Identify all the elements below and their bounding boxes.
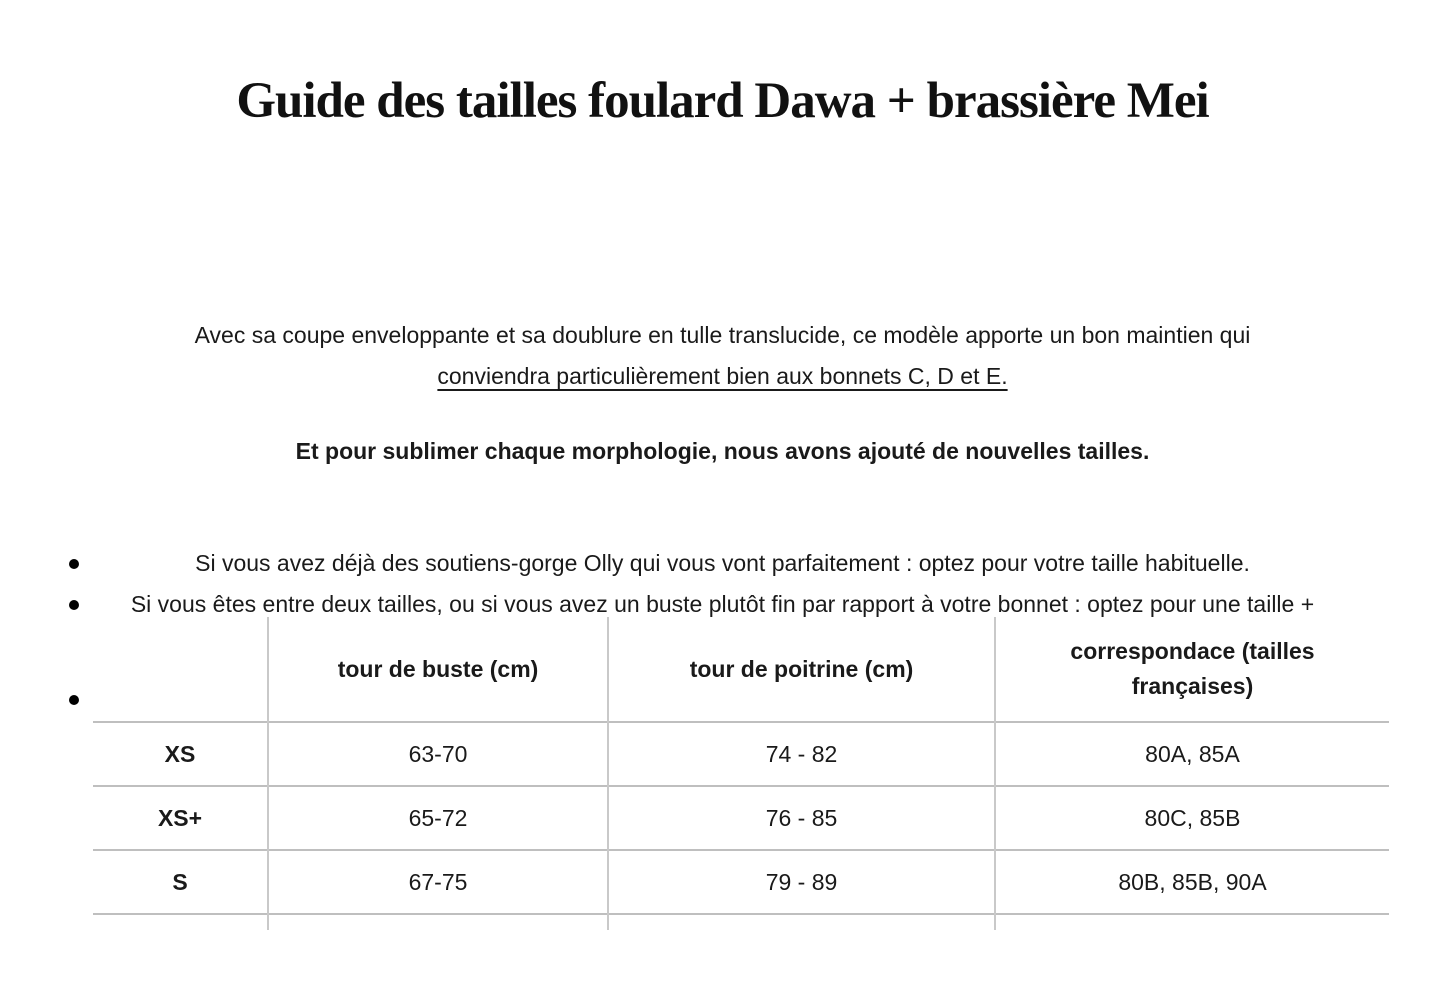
bullet-icon	[69, 600, 79, 610]
poitrine-value: 74 - 82	[607, 722, 995, 786]
correspondance-value: 80B, 85B, 90A	[994, 850, 1389, 914]
header-size	[93, 617, 268, 722]
table-row: S 67-75 79 - 89 80B, 85B, 90A	[93, 850, 1389, 914]
header-tour-de-poitrine: tour de poitrine (cm)	[607, 617, 995, 722]
buste-value: 67-75	[267, 850, 608, 914]
subtitle-text: Et pour sublimer chaque morphologie, nou…	[295, 438, 1150, 464]
intro-paragraph: Avec sa coupe enveloppante et sa doublur…	[58, 315, 1388, 397]
table-row: XS 63-70 74 - 82 80A, 85A	[93, 722, 1389, 786]
header-correspondance: correspondace (tailles françaises)	[994, 617, 1389, 722]
table-header-row: tour de buste (cm) tour de poitrine (cm)…	[93, 617, 1389, 722]
list-item-text: Si vous êtes entre deux tailles, ou si v…	[130, 591, 1315, 617]
buste-value: 65-72	[267, 786, 608, 850]
buste-value: 63-70	[267, 722, 608, 786]
size-label: S	[172, 868, 188, 895]
size-label: XS+	[157, 804, 203, 831]
list-item: Si vous êtes entre deux tailles, ou si v…	[0, 584, 1445, 625]
poitrine-value: 79 - 89	[607, 850, 995, 914]
size-guide-page: Guide des tailles foulard Dawa + brassiè…	[0, 70, 1445, 1008]
size-label: XS	[164, 740, 196, 767]
list-item-table: tour de buste (cm) tour de poitrine (cm)…	[0, 617, 1445, 930]
header-tour-de-buste: tour de buste (cm)	[267, 617, 608, 722]
correspondance-value: 80A, 85A	[994, 722, 1389, 786]
bullet-icon	[69, 695, 79, 705]
intro-text: Avec sa coupe enveloppante et sa doublur…	[194, 322, 1251, 348]
bullet-icon	[69, 559, 79, 569]
poitrine-value: 76 - 85	[607, 786, 995, 850]
intro-link[interactable]: conviendra particulièrement bien aux bon…	[437, 363, 1008, 389]
size-table: tour de buste (cm) tour de poitrine (cm)…	[93, 617, 1389, 930]
table-row: XS+ 65-72 76 - 85 80C, 85B	[93, 786, 1389, 850]
table-row-cutoff	[93, 914, 1389, 930]
correspondance-value: 80C, 85B	[994, 786, 1389, 850]
list-item: Si vous avez déjà des soutiens-gorge Oll…	[0, 543, 1445, 584]
list-item-text: Si vous avez déjà des soutiens-gorge Oll…	[195, 550, 1250, 576]
advice-list: Si vous avez déjà des soutiens-gorge Oll…	[0, 543, 1445, 930]
page-title: Guide des tailles foulard Dawa + brassiè…	[236, 73, 1209, 129]
